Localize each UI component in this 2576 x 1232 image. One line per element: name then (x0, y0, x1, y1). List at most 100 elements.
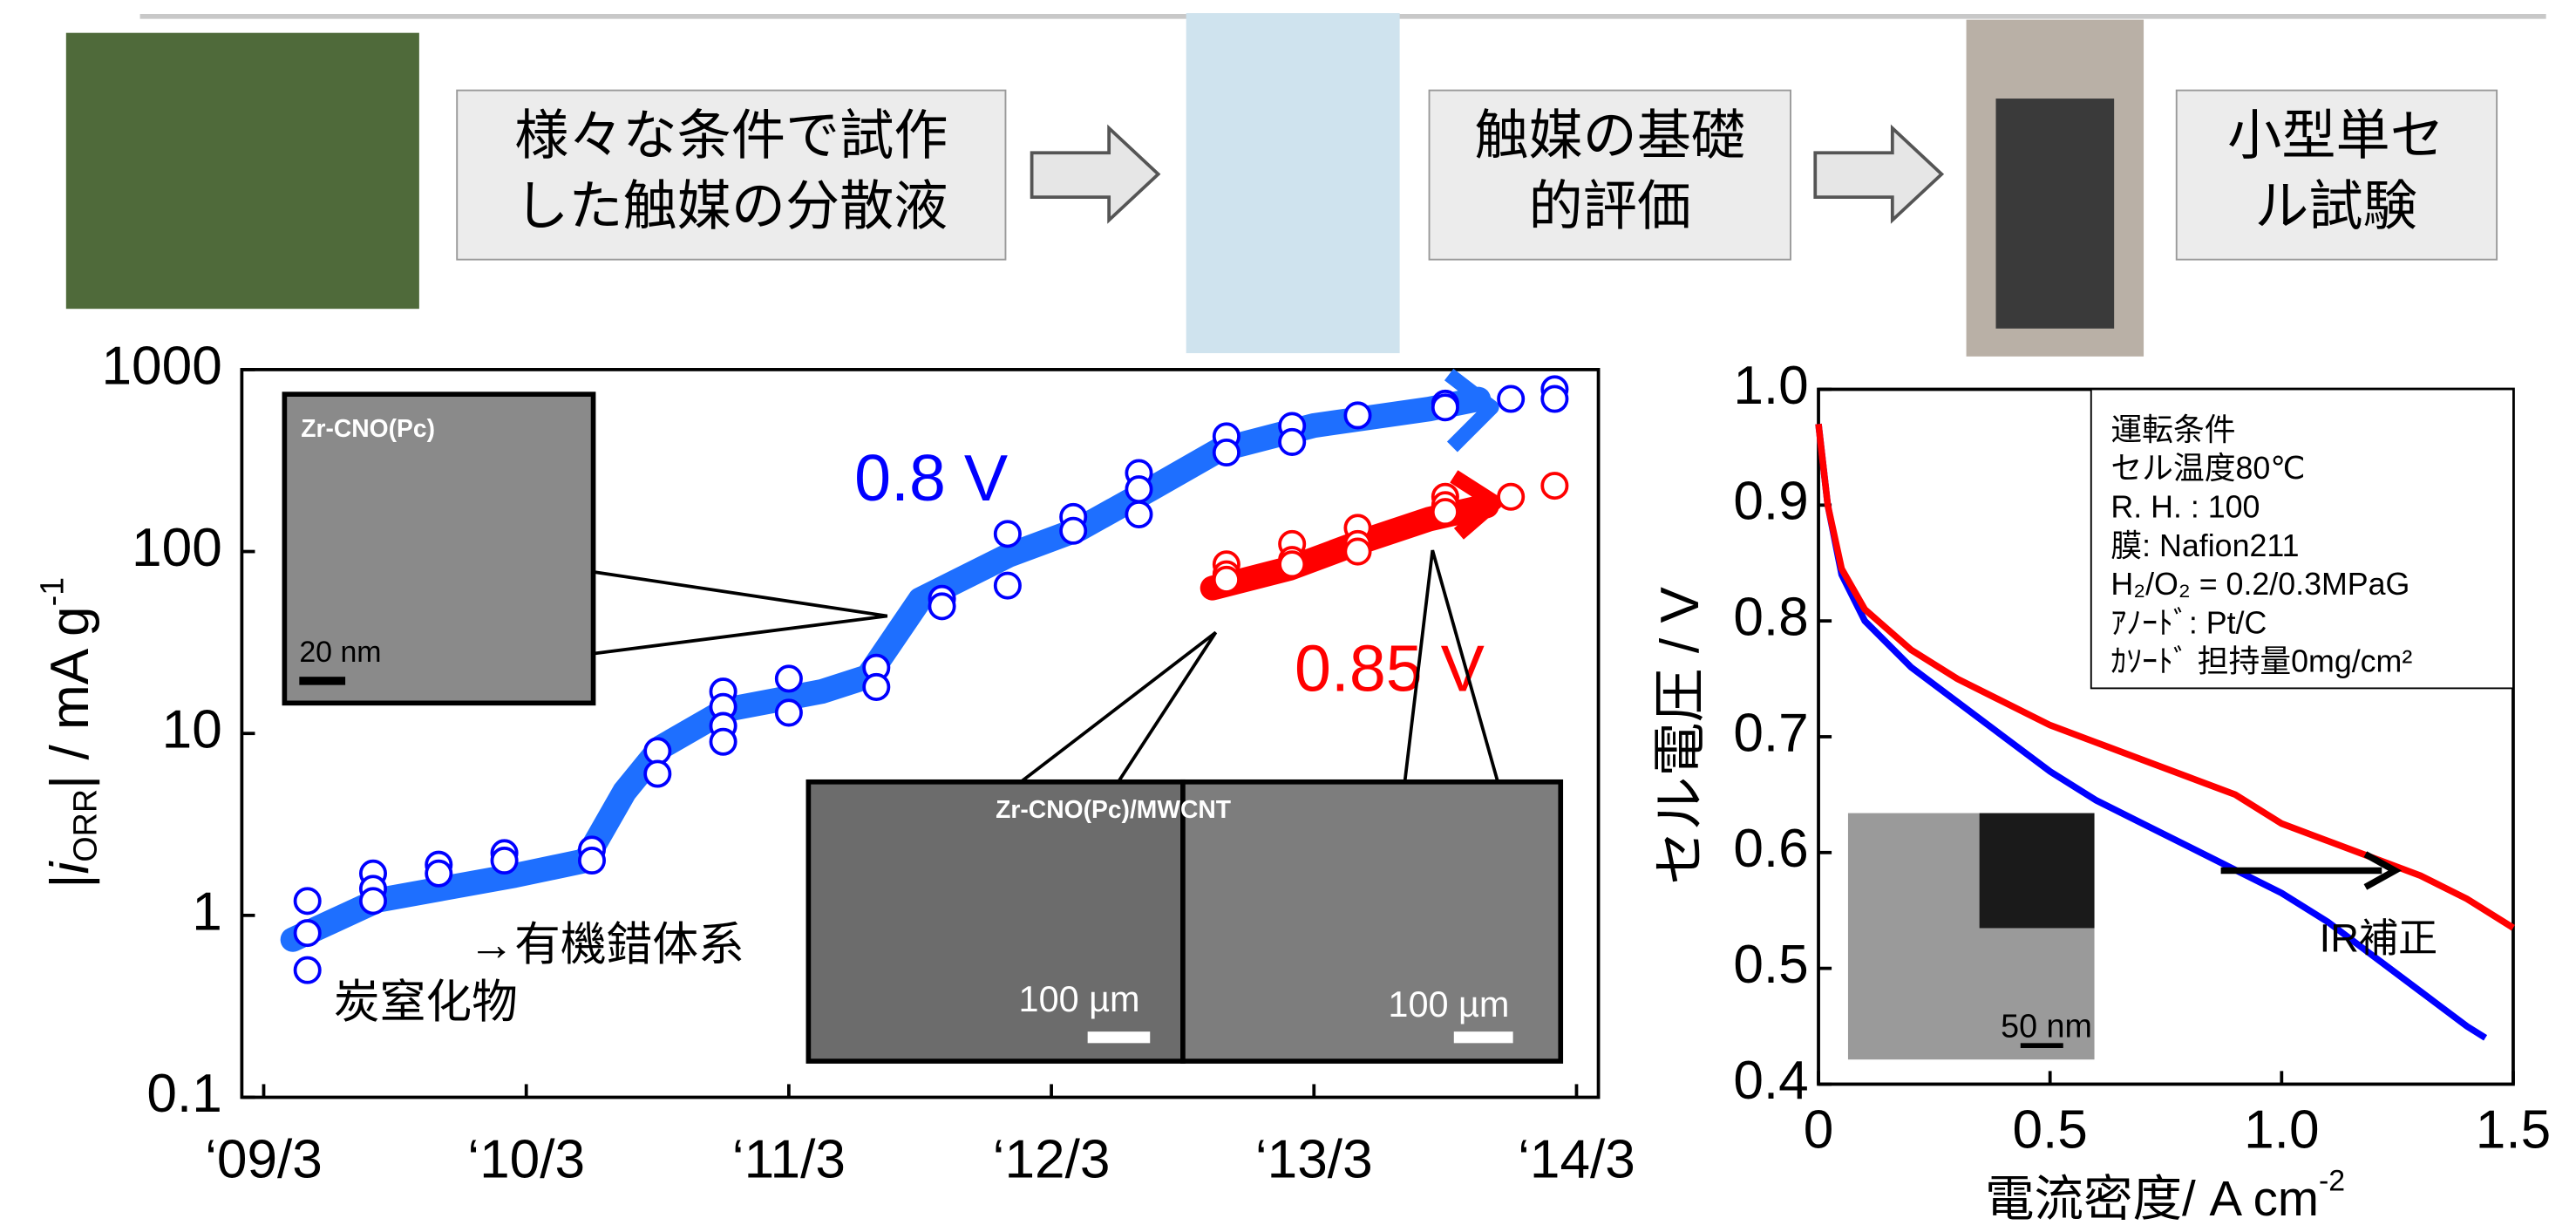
y-axis-label: |iORR| / mA g-1 (34, 577, 104, 888)
y-tick-label: 1000 (102, 336, 222, 396)
data-point (645, 761, 669, 786)
photo-vials (66, 33, 419, 310)
flow-arrow (1815, 128, 1941, 221)
annotation: IR補正 (2320, 915, 2438, 960)
x-tick-label: ‘14/3 (1518, 1129, 1635, 1189)
y-tick-label: 0.6 (1733, 819, 1808, 879)
data-point (996, 521, 1020, 546)
callout (1019, 632, 1216, 783)
condition-text: セル温度80℃ (2110, 451, 2305, 486)
inset-label: Zr-CNO(Pc)/MWCNT (996, 795, 1231, 823)
scale-bar (1088, 1031, 1151, 1043)
data-point (296, 958, 320, 983)
y-tick-label: 0.4 (1733, 1051, 1808, 1111)
scale-label: 50 nm (2001, 1007, 2092, 1044)
x-axis-label-part: -2 (2319, 1164, 2345, 1197)
data-point (929, 594, 954, 618)
y-tick-label: 1 (192, 881, 222, 942)
figure: 様々な条件で試作 した触媒の分散液 触媒の基礎 的評価 小型単セ ル試験 0.1… (0, 0, 2576, 1232)
x-tick-label: ‘10/3 (467, 1129, 585, 1189)
scale-label: 100 µm (1388, 984, 1509, 1024)
y-axis-label-part: i (41, 861, 101, 875)
y-axis-label-part: | / mA g (41, 606, 101, 789)
condition-text: R. H. : 100 (2110, 489, 2260, 524)
data-point (1214, 440, 1239, 465)
x-tick-label: ‘12/3 (993, 1129, 1111, 1189)
data-point (1280, 430, 1304, 454)
x-tick-label: 1.0 (2244, 1099, 2319, 1160)
scale-bar (299, 677, 345, 684)
callout (592, 572, 887, 654)
data-point (645, 739, 669, 763)
data-point (996, 573, 1020, 597)
series-label: 0.85 V (1295, 631, 1485, 704)
data-point (777, 700, 801, 725)
condition-text: 運転条件 (2110, 412, 2235, 447)
x-tick-label: ‘11/3 (732, 1129, 846, 1189)
data-point (1280, 552, 1304, 576)
y-axis-label: セル電圧 / V (1650, 587, 1710, 885)
photo-cell-apparatus (1186, 13, 1400, 353)
data-point (710, 730, 735, 754)
page: 様々な条件で試作 した触媒の分散液 触媒の基礎 的評価 小型単セ ル試験 0.1… (0, 0, 2576, 1232)
data-point (1542, 473, 1567, 498)
x-axis-label: 電流密度/ A cm-2 (1985, 1164, 2345, 1226)
scale-label: 20 nm (299, 636, 381, 669)
data-point (426, 861, 451, 886)
data-point (1499, 485, 1523, 509)
y-tick-label: 0.1 (146, 1064, 221, 1124)
data-point (864, 675, 888, 699)
inset-dark (1980, 813, 2095, 929)
flow-text: 様々な条件で試作 (514, 106, 948, 167)
y-axis-label-part: -1 (34, 577, 71, 607)
data-point (1433, 395, 1458, 419)
x-tick-label: ‘13/3 (1255, 1129, 1373, 1189)
photo-single-cell-body (1996, 99, 2115, 329)
data-point (492, 848, 516, 873)
y-tick-label: 100 (132, 518, 222, 578)
flow-text: した触媒の分散液 (514, 177, 948, 237)
data-point (1345, 403, 1370, 427)
data-point (296, 921, 320, 945)
flow-text: 触媒の基礎 (1474, 106, 1745, 167)
condition-text: ｱﾉｰﾄﾞ: Pt/C (2110, 605, 2267, 640)
scale-label: 100 µm (1019, 978, 1140, 1019)
y-axis-label-part: ORR (66, 789, 103, 862)
y-tick-label: 0.7 (1733, 703, 1808, 763)
x-tick-label: 0.5 (2012, 1099, 2087, 1160)
data-point (296, 888, 320, 913)
series-label: 0.8 V (854, 441, 1008, 514)
data-point (1126, 477, 1151, 501)
condition-text: H₂/O₂ = 0.2/0.3MPaG (2110, 567, 2409, 602)
condition-text: ｶｿｰﾄﾞ 担持量0mg/cm² (2110, 644, 2412, 679)
condition-text: 膜: Nafion211 (2110, 528, 2299, 563)
data-point (1126, 502, 1151, 527)
x-tick-label: ‘09/3 (205, 1129, 323, 1189)
annotation: →有機錯体系 (468, 919, 744, 970)
data-point (777, 666, 801, 691)
x-tick-label: 0 (1804, 1099, 1834, 1160)
scale-bar (1454, 1031, 1513, 1043)
flow-text: 的評価 (1529, 177, 1691, 237)
data-point (580, 848, 604, 873)
flow-arrow (1032, 128, 1159, 221)
flow-text: ル試験 (2254, 177, 2416, 237)
data-point (1214, 568, 1239, 592)
data-point (1061, 519, 1085, 543)
data-point (1542, 386, 1567, 411)
x-tick-label: 1.5 (2476, 1099, 2551, 1160)
data-point (361, 888, 385, 913)
y-tick-label: 0.8 (1733, 588, 1808, 648)
data-point (1499, 386, 1523, 411)
y-tick-label: 1.0 (1733, 356, 1808, 416)
annotation: 炭窒化物 (334, 977, 518, 1028)
y-tick-label: 10 (162, 700, 222, 760)
y-tick-label: 0.5 (1733, 935, 1808, 995)
data-point (1345, 539, 1370, 563)
inset-label: Zr-CNO(Pc) (301, 414, 435, 442)
y-tick-label: 0.9 (1733, 472, 1808, 532)
scale-bar (2021, 1043, 2063, 1048)
x-axis-label-part: 電流密度/ A cm (1985, 1171, 2319, 1226)
y-axis-label-part: | (41, 875, 101, 888)
flow-text: 小型単セ (2227, 106, 2444, 167)
